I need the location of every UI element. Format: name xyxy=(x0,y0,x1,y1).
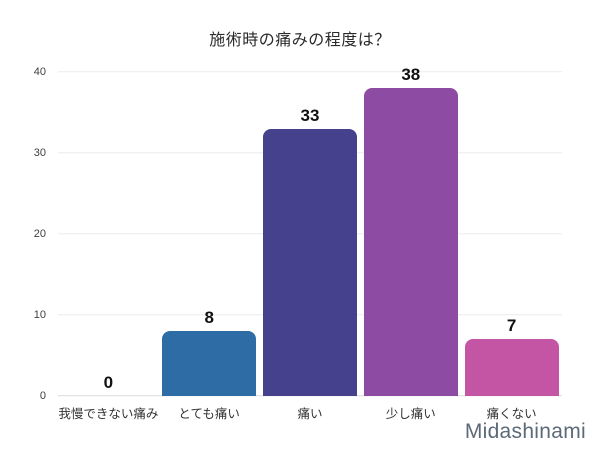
y-axis-tick-30: 30 xyxy=(33,147,46,159)
bar-3 xyxy=(263,128,357,396)
x-axis-label-4: 少し痛い xyxy=(385,407,436,421)
bar-4 xyxy=(363,88,458,396)
y-axis-tick-10: 10 xyxy=(33,309,46,321)
bar-value-label-4: 38 xyxy=(401,65,421,85)
y-axis-tick-0: 0 xyxy=(39,390,46,402)
bar-value-label-1: 0 xyxy=(103,373,114,392)
gridline-40 xyxy=(58,71,562,73)
y-axis-tick-40: 40 xyxy=(33,66,46,78)
bar-value-label-3: 33 xyxy=(300,105,320,125)
x-axis-label-1: 我慢できない痛み xyxy=(58,407,159,421)
plot-area: 0 10 20 30 40 0 我慢できない痛み 8 とても痛い 33 痛い 38 少し痛い 7 痛くない xyxy=(34,65,562,421)
x-axis-label-3: 痛い xyxy=(297,407,323,421)
x-axis-label-2: とても痛い xyxy=(178,407,240,421)
watermark-text: Midashinami xyxy=(464,420,586,443)
bar-value-label-2: 8 xyxy=(204,308,214,328)
y-axis-tick-20: 20 xyxy=(33,228,46,240)
bar-2 xyxy=(162,331,257,396)
x-axis-label-5: 痛くない xyxy=(486,407,537,421)
bar-5 xyxy=(464,339,559,396)
chart-title: 施術時の痛みの程度は？ xyxy=(209,32,391,49)
bar-value-label-5: 7 xyxy=(506,316,517,336)
